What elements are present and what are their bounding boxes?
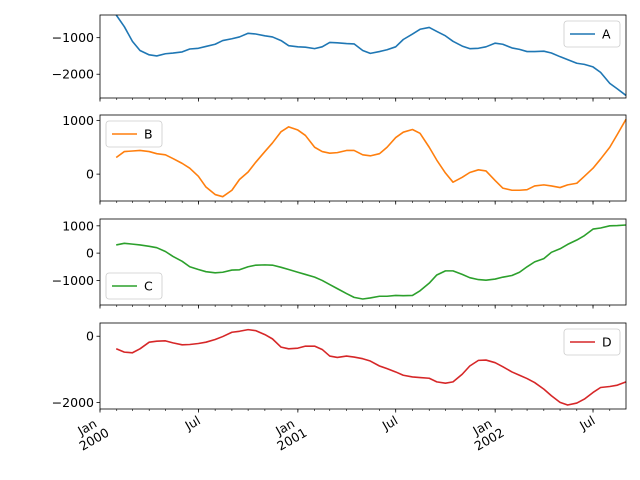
legend-label: D <box>602 335 612 350</box>
y-tick-label: 0 <box>86 246 94 261</box>
axes-frame <box>99 14 627 99</box>
subplot-d: 0 −2000 D <box>52 322 627 413</box>
x-tick-label-line: Jul <box>379 413 400 434</box>
x-tick-label-line: Jul <box>576 413 597 434</box>
y-tick-label: −2000 <box>52 395 94 410</box>
y-tick-label: 1000 <box>62 113 94 128</box>
y-tick-label: −1000 <box>52 30 94 45</box>
x-tick-label: Jul <box>181 413 202 434</box>
x-tick-label-line: Jul <box>181 413 202 434</box>
series-line-b <box>115 118 627 198</box>
x-tick-label: Jan2000 <box>69 413 111 454</box>
legend-label: A <box>602 27 611 42</box>
legend-label: B <box>144 127 153 142</box>
axes-frame <box>99 114 627 202</box>
x-tick-label: Jan2002 <box>465 413 507 454</box>
series-line-c <box>116 224 627 300</box>
subplot-c: 1000 0 −1000 C <box>52 218 627 309</box>
x-axis: Jan2000 Jul Jan2001 Jul Jan2002 Jul <box>69 413 597 454</box>
y-tick-label: 1000 <box>62 218 94 233</box>
legend-d: D <box>563 328 621 356</box>
x-tick-label: Jan2001 <box>267 413 309 454</box>
legend-c: C <box>105 272 163 300</box>
x-tick-label: Jul <box>379 413 400 434</box>
series-line-a <box>115 14 627 97</box>
axes-frame <box>99 218 627 306</box>
y-tick-label: −2000 <box>52 67 94 82</box>
legend-label: C <box>144 279 153 294</box>
x-tick-label: Jul <box>576 413 597 434</box>
legend-a: A <box>563 20 621 48</box>
y-tick-label: 0 <box>86 329 94 344</box>
subplot-a: −1000 −2000 A <box>52 14 627 102</box>
y-tick-label: 0 <box>86 167 94 182</box>
y-tick-label: −1000 <box>52 273 94 288</box>
subplot-b: 1000 0 B <box>62 113 627 205</box>
axes-frame <box>99 322 627 410</box>
series-line-d <box>115 328 627 406</box>
legend-b: B <box>105 120 163 148</box>
